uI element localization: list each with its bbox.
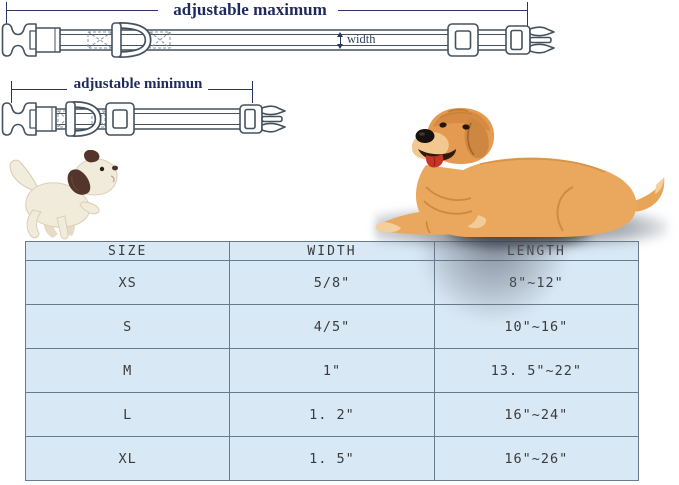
cell-width: 1" [229, 348, 435, 393]
cell-width: 5/8" [229, 260, 435, 305]
table-row: XL 1. 5" 16"~26" [24, 436, 640, 481]
width-arrow [337, 32, 343, 49]
buckle-female [1, 102, 37, 136]
dog-head [411, 107, 495, 168]
cell-size: M [24, 348, 231, 393]
cell-length: 10"~16" [433, 304, 640, 349]
slider-buckle [447, 23, 479, 57]
collar-strap [33, 29, 513, 51]
dimension-line [338, 10, 528, 11]
table-row: M 1" 13. 5"~22" [24, 348, 640, 393]
adjustable-minimum-label: adjustable minimun [73, 76, 203, 92]
table-row: XS 5/8" 8"~12" [24, 260, 640, 305]
table-row: S 4/5" 10"~16" [24, 304, 640, 349]
size-chart-table: SIZE WIDTH LENGTH XS 5/8" 8"~12" S 4/5" … [24, 241, 640, 481]
dimension-line [11, 89, 67, 90]
puppy-body [25, 182, 91, 228]
puppy-eye [99, 166, 105, 172]
cell-size: S [24, 304, 231, 349]
col-header-size: SIZE [24, 241, 231, 261]
puppy-illustration [9, 150, 118, 240]
collar-minimum-diagram [1, 101, 286, 137]
d-ring [65, 101, 102, 137]
dimension-line [208, 89, 252, 90]
slider-buckle [105, 102, 135, 136]
cell-size: L [24, 392, 231, 437]
puppy-nose [112, 165, 118, 171]
cell-size: XS [24, 260, 231, 305]
puppy-tail [9, 159, 39, 191]
dimension-tick [252, 81, 253, 103]
adjustable-maximum-label: adjustable maximum [173, 0, 327, 19]
col-header-width: WIDTH [229, 241, 435, 261]
dimension-tick [11, 81, 12, 103]
dog-eye [462, 124, 470, 130]
d-ring [111, 22, 152, 58]
dog-eye [439, 122, 447, 128]
width-label: width [347, 32, 376, 46]
dimension-tick [6, 2, 7, 27]
collar-maximum-diagram [1, 22, 555, 58]
cell-width: 1. 5" [229, 436, 435, 481]
buckle-female [1, 23, 37, 57]
buckle-male [239, 104, 286, 134]
table-header-row: SIZE WIDTH LENGTH [24, 241, 640, 261]
cell-size: XL [24, 436, 231, 481]
cell-length: 16"~26" [433, 436, 640, 481]
cell-length: 8"~12" [433, 260, 640, 305]
col-header-length: LENGTH [433, 241, 640, 261]
buckle-male [505, 25, 555, 55]
cell-width: 1. 2" [229, 392, 435, 437]
dimension-line [6, 10, 158, 11]
cell-width: 4/5" [229, 304, 435, 349]
puppy-ear-up [84, 150, 100, 163]
puppy-ear-floppy [67, 169, 91, 195]
cell-length: 13. 5"~22" [433, 348, 640, 393]
dog-nose [415, 129, 435, 143]
dog-illustration [375, 107, 665, 237]
dimension-tick [527, 2, 528, 27]
table-row: L 1. 2" 16"~24" [24, 392, 640, 437]
cell-length: 16"~24" [433, 392, 640, 437]
